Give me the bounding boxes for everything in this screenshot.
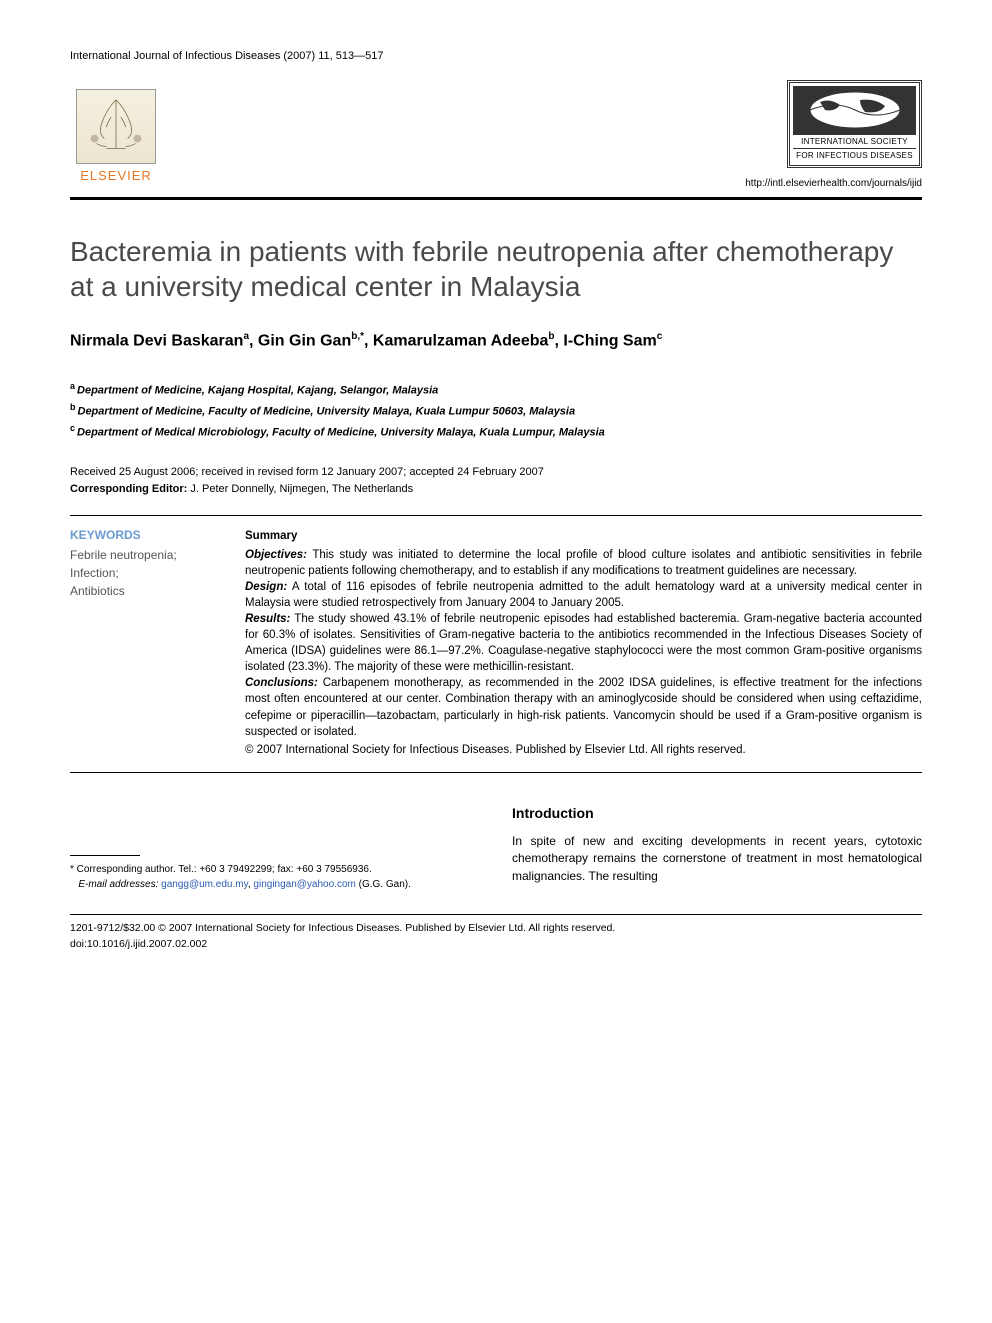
article-title: Bacteremia in patients with febrile neut… [70,234,922,304]
email-link-2[interactable]: gingingan@yahoo.com [253,879,355,890]
email-link-1[interactable]: gangg@um.edu.my [161,879,248,890]
footnote-rule [70,855,140,856]
received-dates: Received 25 August 2006; received in rev… [70,464,922,481]
publisher-name: ELSEVIER [80,168,152,183]
summary-column: Summary Objectives: This study was initi… [245,528,922,757]
abstract-block: KEYWORDS Febrile neutropenia;Infection;A… [70,515,922,772]
society-line2: FOR INFECTIOUS DISEASES [793,148,916,162]
globe-icon [793,86,916,134]
affiliations: aDepartment of Medicine, Kajang Hospital… [70,379,922,443]
right-column: Introduction In spite of new and excitin… [512,803,922,892]
header-rule [70,197,922,200]
summary-copyright: © 2007 International Society for Infecti… [245,742,922,758]
summary-objectives: Objectives: This study was initiated to … [245,547,922,579]
page-footer: 1201-9712/$32.00 © 2007 International So… [70,921,922,953]
introduction-heading: Introduction [512,803,922,823]
footer-doi: doi:10.1016/j.ijid.2007.02.002 [70,937,922,953]
summary-heading: Summary [245,528,922,544]
corresponding-editor: Corresponding Editor: J. Peter Donnelly,… [70,481,922,498]
footer-rule [70,914,922,915]
summary-results: Results: The study showed 43.1% of febri… [245,611,922,675]
society-url[interactable]: http://intl.elsevierhealth.com/journals/… [745,178,922,189]
summary-design: Design: A total of 116 episodes of febri… [245,579,922,611]
society-block: INTERNATIONAL SOCIETY FOR INFECTIOUS DIS… [745,80,922,189]
body-columns: * Corresponding author. Tel.: +60 3 7949… [70,803,922,892]
keywords-list: Febrile neutropenia;Infection;Antibiotic… [70,546,225,600]
footer-copyright: 1201-9712/$32.00 © 2007 International So… [70,921,922,937]
summary-conclusions: Conclusions: Carbapenem monotherapy, as … [245,675,922,739]
keywords-column: KEYWORDS Febrile neutropenia;Infection;A… [70,528,245,757]
journal-reference: International Journal of Infectious Dise… [70,50,922,62]
introduction-paragraph: In spite of new and exciting development… [512,833,922,885]
keywords-heading: KEYWORDS [70,528,225,542]
article-dates: Received 25 August 2006; received in rev… [70,464,922,497]
left-column: * Corresponding author. Tel.: +60 3 7949… [70,803,480,892]
corresponding-author-footnote: * Corresponding author. Tel.: +60 3 7949… [70,862,480,892]
elsevier-tree-icon [76,89,156,164]
society-logo: INTERNATIONAL SOCIETY FOR INFECTIOUS DIS… [787,80,922,168]
publisher-logo: ELSEVIER [70,89,162,189]
header-row: ELSEVIER INTERNATIONAL SOCIETY FOR INFEC… [70,80,922,189]
society-line1: INTERNATIONAL SOCIETY [793,134,916,148]
authors: Nirmala Devi Baskarana, Gin Gin Ganb,*, … [70,330,922,353]
